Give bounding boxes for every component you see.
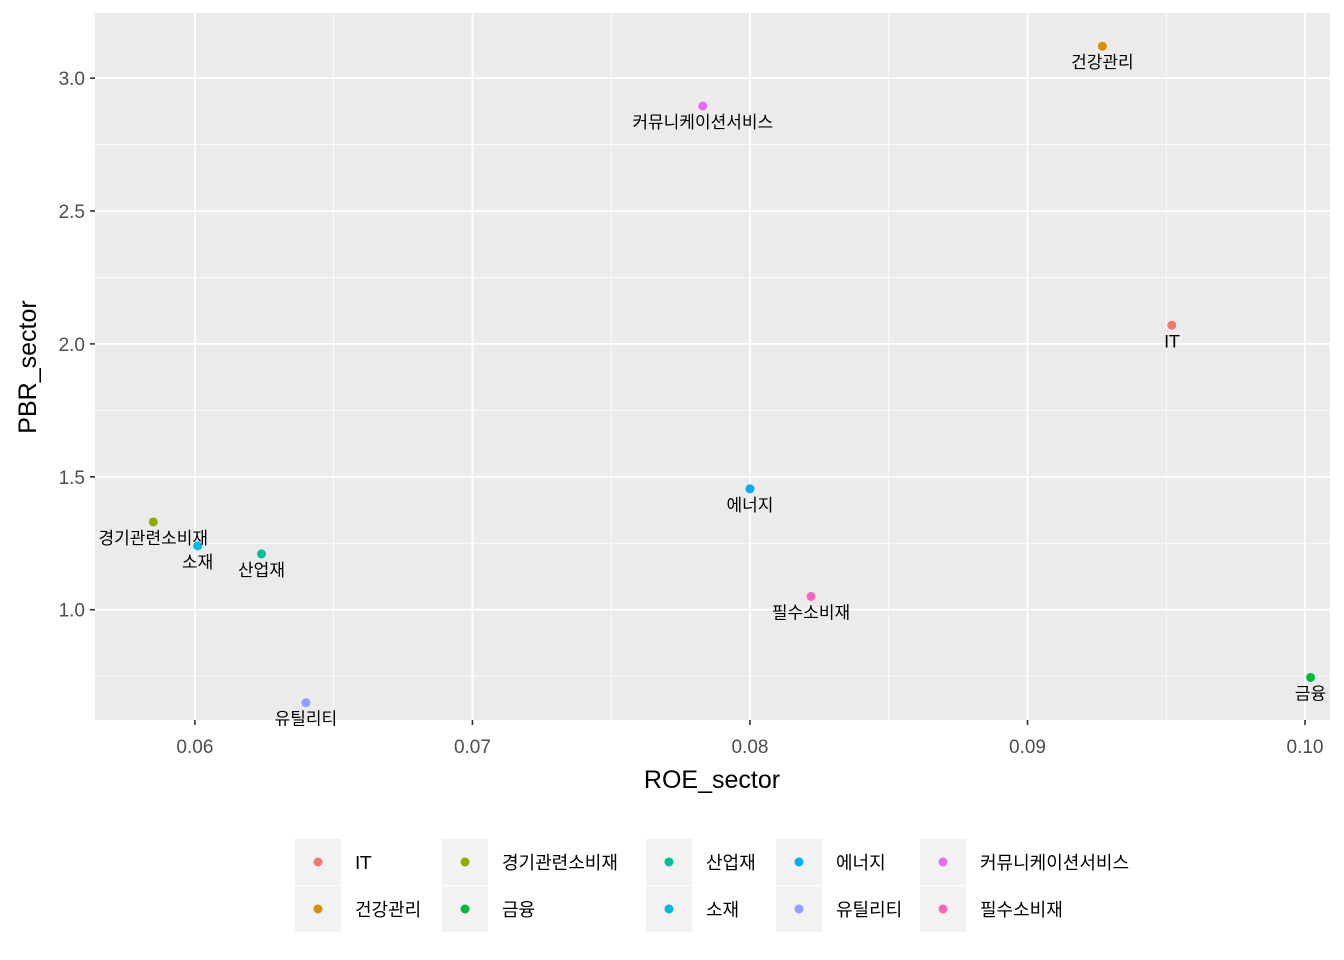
legend-label: 에너지 [836,853,886,874]
point-label: 경기관련소비재 [99,529,208,549]
point-label: 에너지 [727,496,774,516]
x-tick-label: 0.07 [454,737,491,758]
y-tick-label: 2.5 [59,202,85,223]
data-point [301,698,311,708]
legend-marker [794,904,804,914]
y-tick-label: 3.0 [59,69,85,90]
legend-label: 금융 [502,900,535,921]
y-tick-label: 2.0 [59,335,85,356]
y-tick-label: 1.5 [59,468,85,489]
legend-label: 건강관리 [355,900,421,921]
legend-marker [938,904,948,914]
legend-label: 커뮤니케이션서비스 [980,853,1129,874]
point-label: 금융 [1295,684,1326,704]
data-point [1097,41,1107,51]
minor-gridlines [95,13,1330,720]
y-axis: 1.0 1.5 2.0 2.5 3.0 [59,69,95,622]
point-label: 유틸리티 [275,710,338,730]
legend-label: 필수소비재 [980,900,1063,921]
data-point [193,541,203,551]
legend-marker [313,904,323,914]
point-label: 필수소비재 [772,603,850,623]
data-point [1167,320,1177,330]
x-tick-label: 0.06 [176,737,213,758]
point-label: 커뮤니케이션서비스 [632,113,773,133]
point-label: 소재 [182,553,213,573]
legend-label: 경기관련소비재 [502,853,618,874]
x-tick-label: 0.09 [1009,737,1046,758]
legend-label: 유틸리티 [836,900,902,921]
legend-marker [460,904,470,914]
x-axis-title: ROE_sector [644,766,780,794]
point-label: IT [1164,332,1180,352]
point-label: 건강관리 [1071,53,1134,73]
x-axis: 0.06 0.07 0.08 0.09 0.10 [176,720,1324,758]
data-point [698,101,708,111]
data-point [806,591,816,601]
data-points [148,41,1316,708]
panel-background [95,13,1330,720]
data-point [148,517,158,527]
x-tick-label: 0.10 [1287,737,1324,758]
data-point [745,484,755,494]
y-axis-title: PBR_sector [14,300,42,433]
legend-marker [664,857,674,867]
legend-label: 산업재 [706,853,756,874]
data-point [1306,672,1316,682]
legend-label: 소재 [706,900,739,921]
y-tick-label: 1.0 [59,601,85,622]
legend-label: IT [355,853,372,874]
x-tick-label: 0.08 [731,737,768,758]
legend-marker [313,857,323,867]
legend-marker [460,857,470,867]
legend-marker [664,904,674,914]
major-gridlines [95,13,1330,720]
legend-marker [938,857,948,867]
legend-marker [794,857,804,867]
point-label: 산업재 [238,561,285,581]
data-point [257,549,267,559]
